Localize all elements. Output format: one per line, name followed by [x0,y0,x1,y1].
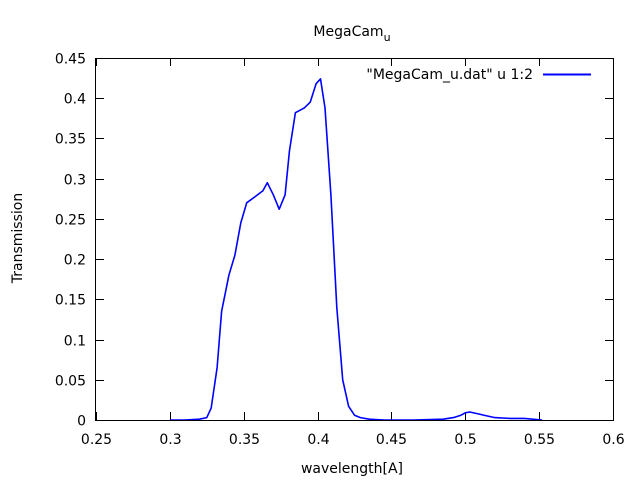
y-tick-label: 0.2 [64,253,86,269]
y-tick-label: 0.35 [55,132,86,148]
x-tick-label: 0.3 [159,432,181,448]
y-tick-label: 0.3 [64,173,86,189]
y-tick-label: 0.05 [55,374,86,390]
x-tick-label: 0.45 [376,432,407,448]
x-tick-label: 0.4 [307,432,329,448]
y-tick-label: 0.1 [64,334,86,350]
y-tick-label: 0 [77,414,86,430]
legend-label: "MegaCam_u.dat" u 1:2 [366,67,533,83]
x-tick-label: 0.35 [229,432,260,448]
plot-lines [169,78,543,421]
chart-title: MegaCamu [313,24,390,44]
y-tick-label: 0.45 [55,52,86,68]
chart-title-main: MegaCam [313,24,383,40]
x-axis-label: wavelength[A] [301,461,403,477]
y-tick-label: 0.15 [55,293,86,309]
y-tick-label: 0.4 [64,92,86,108]
x-tick-label: 0.55 [524,432,555,448]
plot-frame [95,58,614,421]
y-axis-label: Transmission [10,193,26,284]
series-line [169,78,543,421]
legend: "MegaCam_u.dat" u 1:2 [366,67,591,83]
axis-ticks: 0 0.05 0.1 0.15 0.2 0.25 0.3 0.35 0.4 0.45 0.25 0.3… [55,52,625,449]
x-tick-label: 0.6 [602,432,624,448]
chart-title-subscript: u [384,31,391,44]
x-tick-label: 0.25 [81,432,112,448]
y-tick-label: 0.25 [55,213,86,229]
x-tick-label: 0.5 [454,432,476,448]
